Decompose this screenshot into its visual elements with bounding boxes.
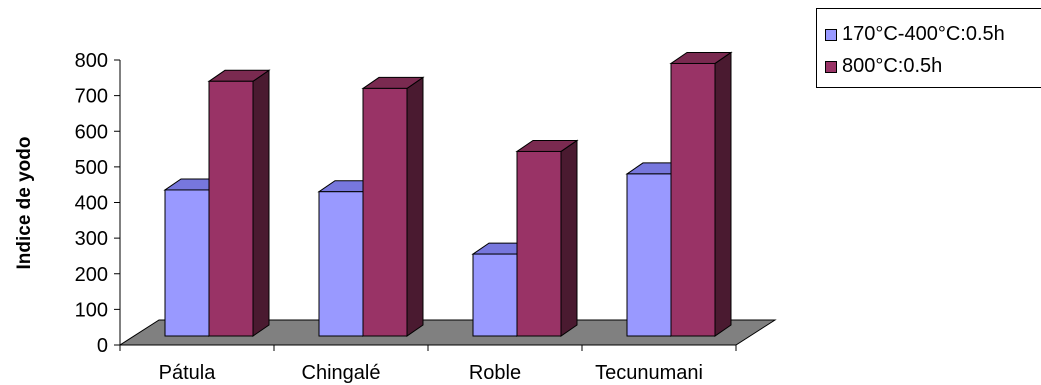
y-tick-label: 700: [75, 86, 108, 108]
y-tick-label: 400: [75, 193, 108, 215]
legend-swatch-series-1: [825, 28, 837, 41]
x-tick-label: Tecunumani: [595, 362, 703, 384]
y-tick-label: 200: [75, 264, 108, 286]
bar-side-face: [714, 51, 732, 337]
y-axis-ticks: 0 100 200 300 400 500 600 700 800: [75, 50, 120, 357]
legend-label-series-1: 170°C-400°C:0.5h: [842, 23, 1005, 45]
bar: [164, 189, 210, 337]
bar-side-face: [560, 139, 578, 337]
bar: [208, 80, 254, 337]
legend: 170°C-400°C:0.5h 800°C:0.5h: [816, 8, 1041, 88]
y-tick-label: 800: [75, 50, 108, 72]
bar: [626, 173, 672, 337]
bar: [318, 191, 364, 337]
x-axis-ticks: Pátula Chingalé Roble Tecunumani: [119, 345, 737, 384]
bar: [516, 150, 562, 337]
bar-side-face: [406, 76, 424, 337]
y-tick-label: 0: [97, 335, 108, 357]
legend-item-series-1: 170°C-400°C:0.5h: [825, 23, 1005, 46]
x-tick-label: Roble: [469, 362, 521, 384]
legend-swatch-series-2: [825, 60, 837, 73]
bar-side-face: [252, 69, 270, 337]
y-tick-label: 500: [75, 157, 108, 179]
bar: [670, 62, 716, 337]
legend-label-series-2: 800°C:0.5h: [842, 55, 943, 77]
bar: [472, 253, 518, 337]
y-tick-label: 100: [75, 299, 108, 321]
y-tick-label: 300: [75, 228, 108, 250]
bar: [362, 87, 408, 337]
bars-group: [163, 51, 733, 337]
x-tick-label: Chingalé: [302, 362, 381, 384]
y-axis-label: Indice de yodo: [14, 136, 35, 269]
y-tick-label: 600: [75, 121, 108, 143]
x-tick-label: Pátula: [159, 362, 217, 384]
legend-item-series-2: 800°C:0.5h: [825, 55, 942, 78]
